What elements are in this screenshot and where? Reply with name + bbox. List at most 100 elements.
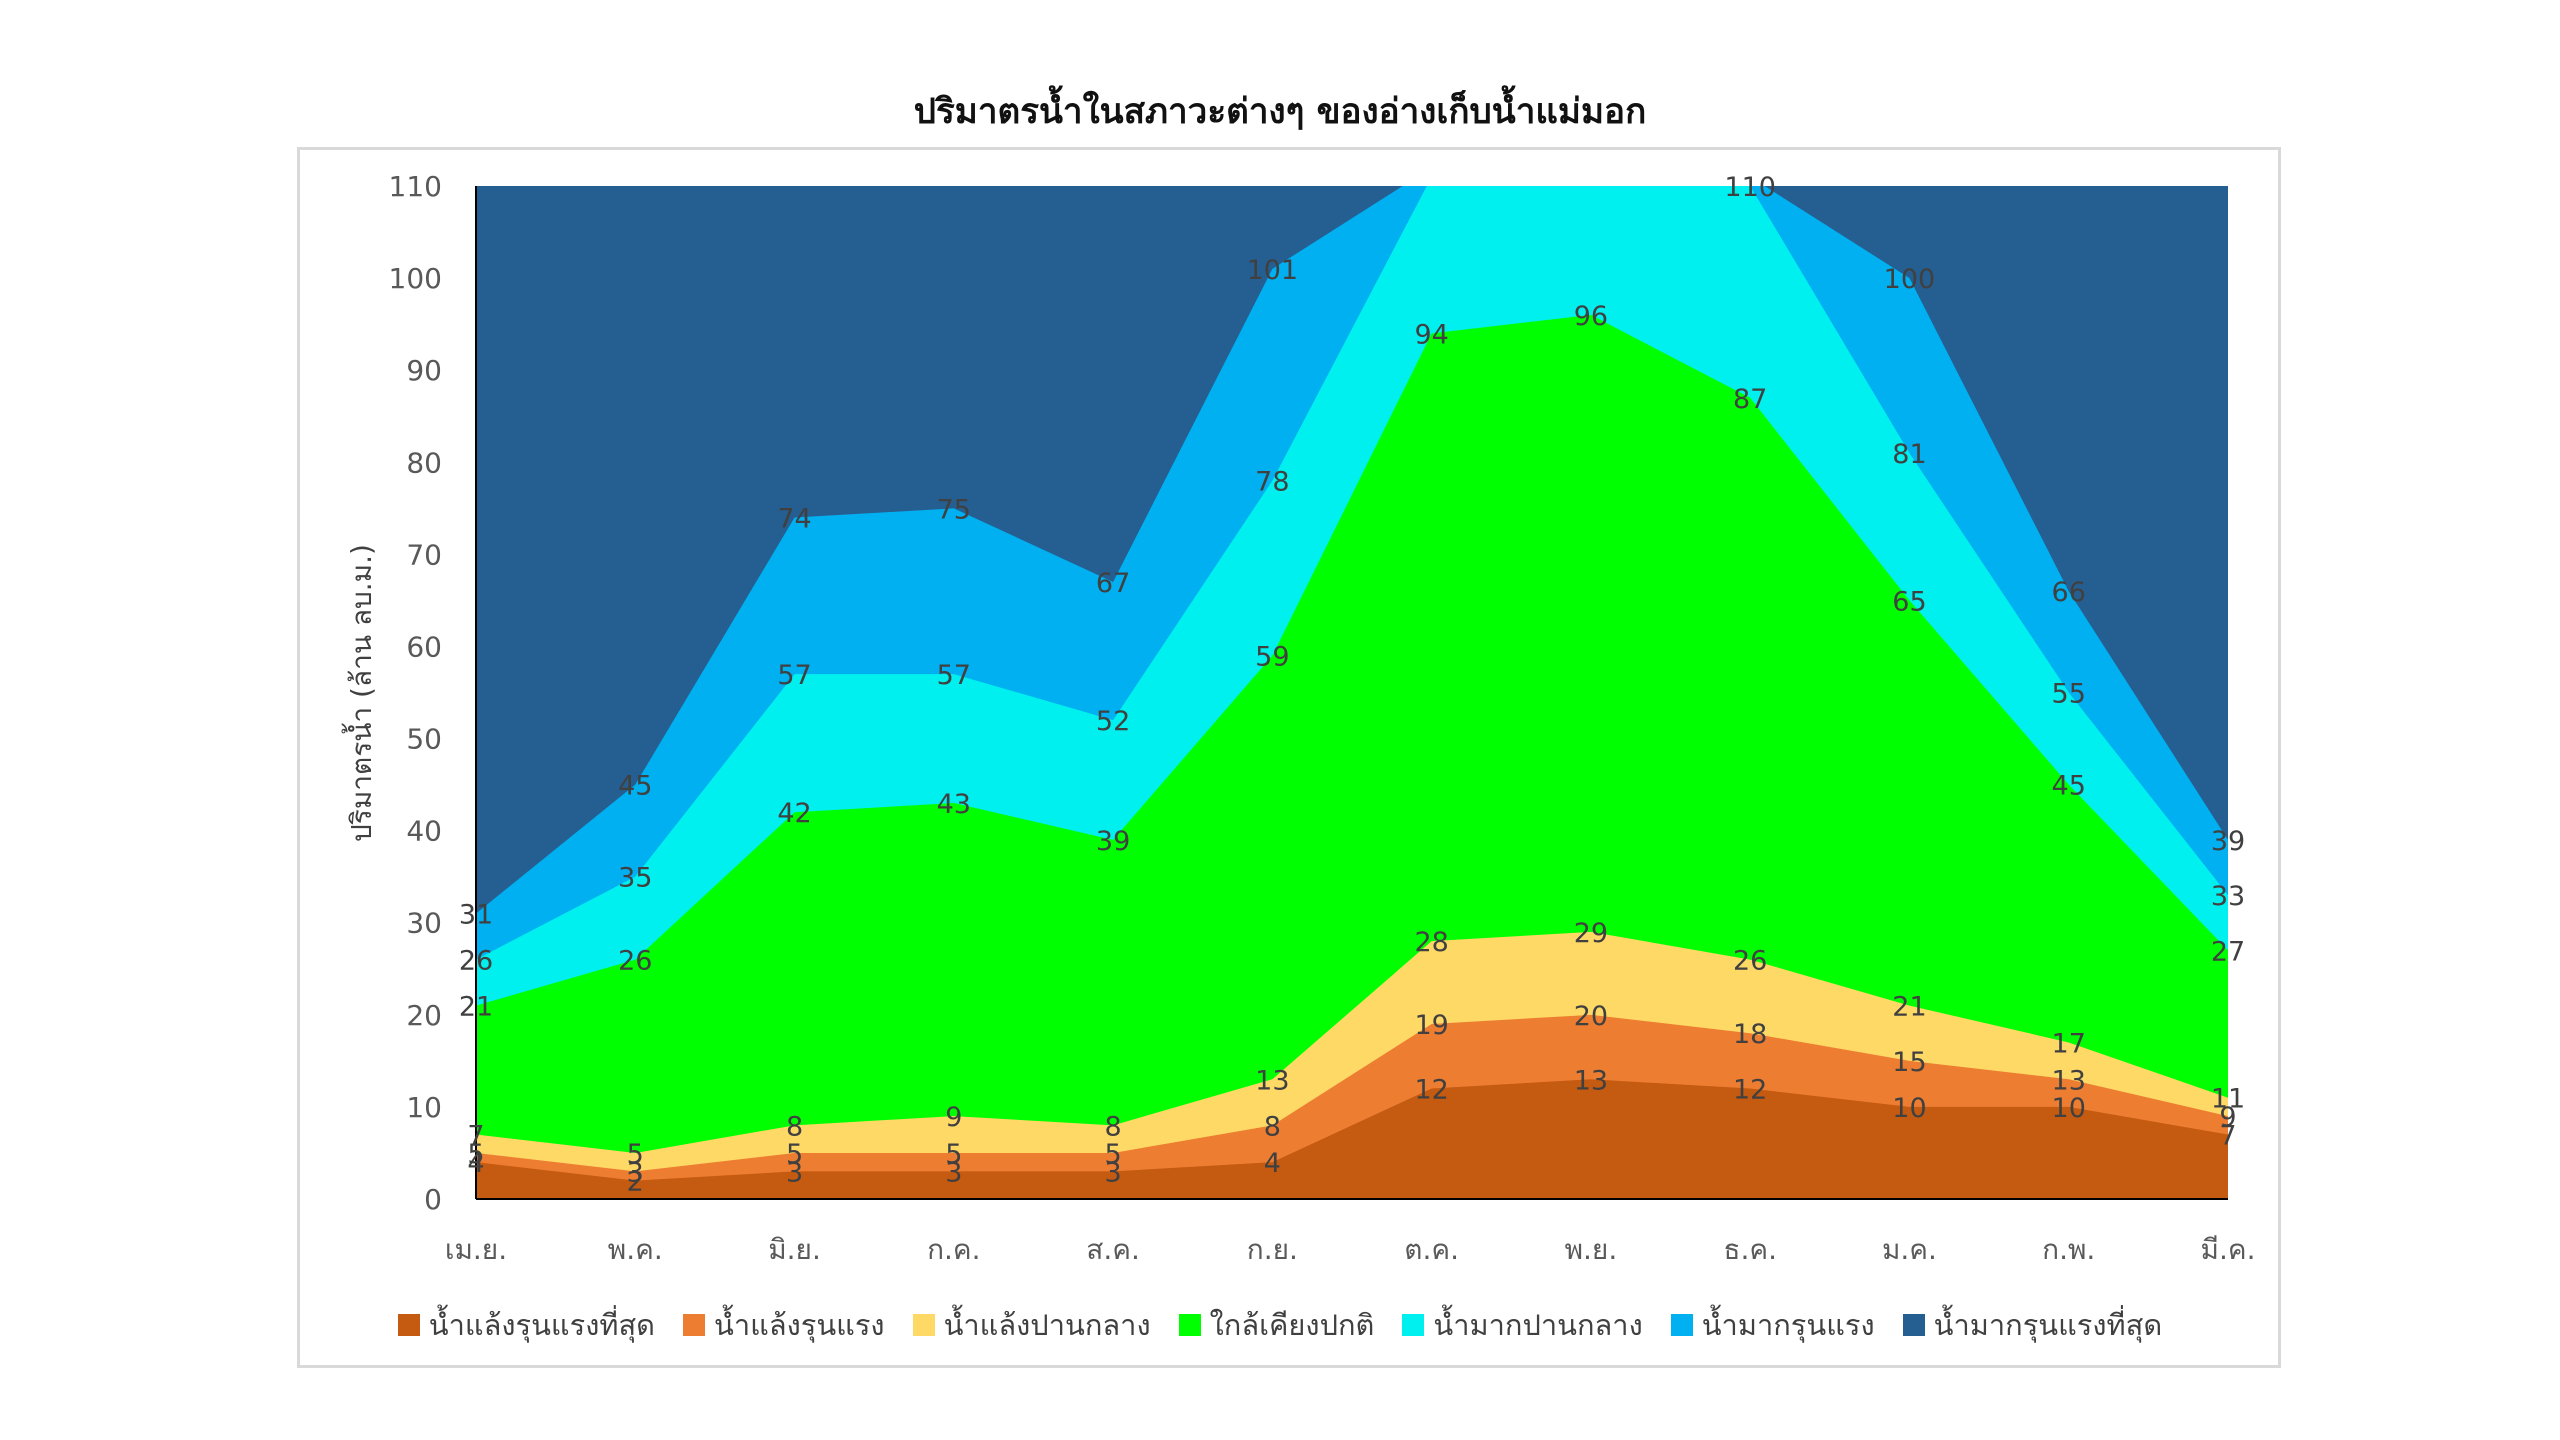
legend-label: น้ำมากปานกลาง: [1433, 1308, 1643, 1342]
data-label: 31: [459, 900, 493, 931]
legend-item: น้ำมากปานกลาง: [1402, 1302, 1643, 1348]
legend-swatch: [1402, 1314, 1425, 1336]
data-label: 45: [2052, 771, 2086, 802]
legend: น้ำแล้งรุนแรงที่สุด น้ำแล้งรุนแรง น้ำแล้งป…: [0, 1302, 2560, 1348]
y-tick-label: 10: [406, 1091, 442, 1124]
data-label: 3: [786, 1157, 803, 1188]
data-label: 39: [1096, 826, 1130, 857]
y-tick-label: 80: [406, 446, 442, 479]
tick-labels: 0 10 20 30 40 50 60 70 80 90 100 110 เม.ย. พ.ค. มิ.ย. ก…: [389, 170, 2256, 1266]
data-label: 65: [1892, 586, 1926, 617]
y-tick-label: 70: [406, 538, 442, 571]
data-label: 43: [937, 789, 971, 820]
x-tick-label: ม.ค.: [1882, 1233, 1937, 1266]
x-tick-label: ก.พ.: [2042, 1233, 2095, 1266]
legend-swatch: [912, 1314, 935, 1336]
legend-item: น้ำแล้งปานกลาง: [912, 1302, 1151, 1348]
data-label: 96: [1574, 301, 1608, 332]
area-น้ำแล้งรุนแรงที่สุด: [476, 1079, 2228, 1199]
data-label: 39: [2211, 826, 2245, 857]
data-label: 5: [786, 1139, 803, 1170]
area-layers: [476, 186, 2228, 1199]
data-label: 13: [1574, 1065, 1608, 1096]
data-label: 87: [1733, 384, 1767, 415]
x-tick-label: ต.ค.: [1404, 1233, 1459, 1266]
x-tick-label: ส.ค.: [1086, 1233, 1140, 1266]
data-label: 35: [618, 863, 652, 894]
data-label: 110: [1724, 172, 1776, 203]
data-label: 66: [2052, 577, 2086, 608]
data-label: 42: [777, 798, 811, 829]
data-label: 10: [2052, 1093, 2086, 1124]
data-label: 57: [937, 660, 971, 691]
data-label: 9: [2219, 1102, 2236, 1133]
legend-swatch: [1902, 1314, 1925, 1336]
data-label: 28: [1414, 927, 1448, 958]
data-label: 26: [459, 946, 493, 977]
data-label: 13: [2052, 1065, 2086, 1096]
data-label: 8: [1264, 1111, 1281, 1142]
x-tick-label: มี.ค.: [2201, 1233, 2256, 1266]
data-label: 3: [627, 1157, 644, 1188]
data-label: 78: [1255, 467, 1289, 498]
data-label: 15: [1892, 1047, 1926, 1078]
data-label: 52: [1096, 706, 1130, 737]
data-label: 18: [1733, 1019, 1767, 1050]
x-tick-label: ก.ค.: [927, 1233, 980, 1266]
x-tick-label: พ.ค.: [608, 1233, 663, 1266]
data-label: 19: [1414, 1010, 1448, 1041]
y-tick-label: 110: [389, 170, 442, 203]
legend-item: น้ำมากรุนแรง: [1670, 1302, 1875, 1348]
data-label: 94: [1414, 319, 1448, 350]
data-label: 12: [1733, 1074, 1767, 1105]
data-label: 74: [777, 504, 811, 535]
y-tick-label: 60: [406, 630, 442, 663]
legend-item: น้ำแล้งรุนแรงที่สุด: [397, 1302, 656, 1348]
data-label: 4: [467, 1148, 484, 1179]
data-label: 101: [1247, 255, 1299, 286]
data-label: 29: [1574, 918, 1608, 949]
y-tick-label: 40: [406, 815, 442, 848]
data-label: 75: [937, 494, 971, 525]
data-label: 9: [945, 1102, 962, 1133]
data-label: 11: [2211, 1084, 2245, 1115]
data-label: 5: [627, 1139, 644, 1170]
data-label: 81: [1892, 439, 1926, 470]
y-tick-label: 50: [406, 723, 442, 756]
legend-label: ใกล้เคียงปกติ: [1209, 1308, 1375, 1342]
legend-label: น้ำแล้งรุนแรงที่สุด: [428, 1308, 656, 1342]
legend-swatch: [397, 1314, 420, 1336]
legend-item: น้ำมากรุนแรงที่สุด: [1902, 1302, 2162, 1348]
x-tick-label: พ.ย.: [1565, 1233, 1618, 1266]
data-label: 67: [1096, 568, 1130, 599]
data-label: 26: [1733, 946, 1767, 977]
data-label: 45: [618, 771, 652, 802]
y-tick-label: 20: [406, 999, 442, 1032]
x-tick-label: ธ.ค.: [1723, 1233, 1777, 1266]
data-label: 27: [2211, 936, 2245, 967]
data-label: 5: [1104, 1139, 1121, 1170]
x-tick-label: เม.ย.: [445, 1233, 507, 1266]
data-label: 55: [2052, 679, 2086, 710]
data-label: 3: [945, 1157, 962, 1188]
data-label: 17: [2052, 1028, 2086, 1059]
data-label: 10: [1892, 1093, 1926, 1124]
data-label: 59: [1255, 642, 1289, 673]
data-label: 3: [1104, 1157, 1121, 1188]
legend-label: น้ำมากรุนแรง: [1701, 1308, 1875, 1342]
data-label: 5: [467, 1139, 484, 1170]
legend-item: น้ำแล้งรุนแรง: [683, 1302, 885, 1348]
data-label: 100: [1884, 264, 1936, 295]
data-label: 21: [459, 992, 493, 1023]
legend-item: ใกล้เคียงปกติ: [1178, 1302, 1375, 1348]
data-label: 7: [467, 1121, 484, 1152]
data-label: 21: [1892, 992, 1926, 1023]
legend-swatch: [683, 1314, 706, 1336]
chart-title: ปริมาตรน้ำในสภาวะต่างๆ ของอ่างเก็บน้ำแม่…: [913, 92, 1647, 132]
data-label: 13: [1255, 1065, 1289, 1096]
data-label: 8: [786, 1111, 803, 1142]
data-label: 5: [945, 1139, 962, 1170]
y-tick-label: 90: [406, 354, 442, 387]
data-label: 33: [2211, 881, 2245, 912]
